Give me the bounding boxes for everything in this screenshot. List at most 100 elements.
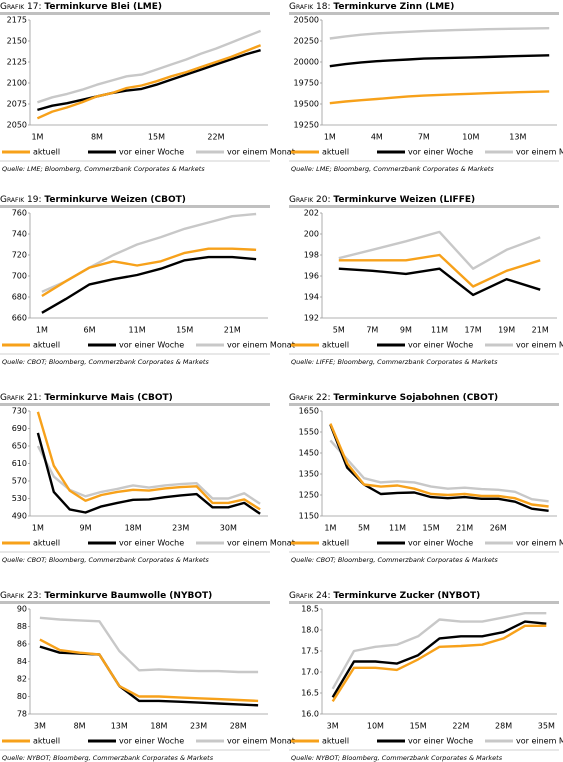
x-tick-label: 13M (509, 133, 526, 142)
x-tick-label: 1M (36, 326, 48, 335)
y-tick-label: 88 (17, 622, 27, 631)
y-tick-label: 760 (12, 209, 27, 218)
series-line (329, 54, 550, 68)
x-tick-label: 10M (462, 133, 479, 142)
x-tick-label: 6M (84, 326, 96, 335)
y-tick-label: 2175 (7, 16, 27, 25)
title-rule (289, 205, 559, 208)
x-tick-label: 9M (400, 326, 412, 335)
y-tick-label: 730 (12, 407, 27, 416)
series-line (329, 424, 549, 512)
chart-title: Grafik 17: Terminkurve Blei (LME) (0, 2, 162, 12)
chart-panel: Grafik 22: Terminkurve Sojabohnen (CBOT)… (289, 393, 563, 564)
series-line (36, 432, 261, 515)
series-line (41, 247, 257, 298)
chart-title-text: Terminkurve Weizen (CBOT) (44, 195, 185, 205)
series-line (329, 423, 549, 508)
chart-panel: Grafik 17: Terminkurve Blei (LME) 2050 207… (0, 2, 295, 173)
source-note: Quelle: CBOT; Bloomberg, Commerzbank Cor… (2, 556, 209, 564)
x-tick-label: 15M (410, 722, 427, 731)
x-tick-label: 19M (498, 326, 515, 335)
chart-title-text: Terminkurve Baumwolle (NYBOT) (44, 591, 212, 601)
chart-title: Grafik 20: Terminkurve Weizen (LIFFE) (289, 195, 475, 205)
series-line (41, 212, 257, 293)
y-tick-label: 20500 (294, 16, 319, 25)
y-tick-label: 1250 (299, 491, 319, 500)
x-tick-label: 15M (176, 326, 193, 335)
chart-panel: Grafik 18: Terminkurve Zinn (LME) 19250 19… (289, 2, 563, 173)
legend-label: aktuell (322, 341, 349, 350)
y-tick-label: 19750 (294, 79, 319, 88)
y-tick-label: 690 (12, 424, 27, 433)
x-tick-label: 21M (456, 524, 473, 533)
legend-label: vor einem Monat (227, 539, 295, 548)
legend-label: vor einem Monat (516, 539, 563, 548)
legend-label: vor einem Monat (516, 737, 563, 746)
y-tick-label: 20250 (294, 37, 319, 46)
x-tick-label: 3M (327, 722, 339, 731)
x-tick-label: 35M (538, 722, 555, 731)
x-tick-label: 28M (495, 722, 512, 731)
chart-title-text: Terminkurve Zinn (LME) (333, 2, 454, 12)
legend-label: aktuell (33, 341, 60, 350)
y-tick-label: 2100 (7, 79, 27, 88)
legend-label: vor einer Woche (408, 539, 473, 548)
y-tick-label: 80 (17, 692, 27, 701)
chart-label: Grafik 23: (0, 591, 42, 601)
chart-title-text: Terminkurve Zucker (NYBOT) (333, 591, 480, 601)
x-tick-label: 8M (74, 722, 86, 731)
y-tick-label: 2125 (7, 58, 27, 67)
chart-title-text: Terminkurve Weizen (LIFFE) (333, 195, 475, 205)
x-tick-label: 7M (366, 326, 378, 335)
y-tick-label: 18.0 (301, 626, 319, 635)
legend-label: aktuell (33, 737, 60, 746)
y-tick-label: 192 (304, 314, 319, 323)
legend-label: vor einem Monat (227, 737, 295, 746)
chart-title: Grafik 23: Terminkurve Baumwolle (NYBOT) (0, 591, 212, 601)
y-tick-label: 19500 (294, 100, 319, 109)
series-line (39, 616, 259, 674)
y-tick-label: 16.0 (301, 710, 319, 719)
x-tick-label: 21M (224, 326, 241, 335)
source-note: Quelle: CBOT; Bloomberg, Commerzbank Cor… (2, 358, 209, 366)
y-tick-label: 20000 (294, 58, 319, 67)
legend-label: vor einer Woche (408, 737, 473, 746)
chart-label: Grafik 24: (289, 591, 331, 601)
chart-title: Grafik 19: Terminkurve Weizen (CBOT) (0, 195, 186, 205)
source-note: Quelle: CBOT; Bloomberg, Commerzbank Cor… (291, 556, 498, 564)
chart-title-text: Terminkurve Sojabohnen (CBOT) (333, 393, 498, 403)
y-tick-label: 200 (304, 230, 319, 239)
x-tick-label: 22M (207, 133, 224, 142)
series-line (331, 620, 547, 698)
chart-label: Grafik 18: (289, 2, 331, 12)
chart-title: Grafik 18: Terminkurve Zinn (LME) (289, 2, 454, 12)
series-line (36, 445, 261, 505)
series-line (39, 638, 259, 703)
y-tick-label: 18.5 (301, 605, 319, 614)
legend-label: aktuell (322, 737, 349, 746)
x-tick-label: 17M (465, 326, 482, 335)
y-tick-label: 720 (12, 251, 27, 260)
source-note: Quelle: LME; Bloomberg, Commerzbank Corp… (291, 165, 494, 173)
series-line (37, 29, 262, 104)
y-tick-label: 610 (12, 459, 27, 468)
chart-label: Grafik 21: (0, 393, 42, 403)
x-tick-label: 26M (490, 524, 507, 533)
series-line (36, 44, 262, 120)
legend-label: vor einem Monat (227, 341, 295, 350)
x-tick-label: 9M (80, 524, 92, 533)
legend-label: vor einer Woche (408, 148, 473, 157)
series-line (36, 411, 261, 511)
y-tick-label: 1650 (299, 407, 319, 416)
x-tick-label: 8M (91, 133, 103, 142)
series-line (338, 230, 541, 270)
y-tick-label: 2075 (7, 100, 27, 109)
legend-label: aktuell (322, 539, 349, 548)
y-tick-label: 19250 (294, 121, 319, 130)
x-tick-label: 15M (148, 133, 165, 142)
title-rule (0, 601, 270, 604)
legend-label: vor einem Monat (516, 341, 563, 350)
series-line (331, 612, 547, 690)
x-tick-label: 11M (389, 524, 406, 533)
y-tick-label: 740 (12, 230, 27, 239)
